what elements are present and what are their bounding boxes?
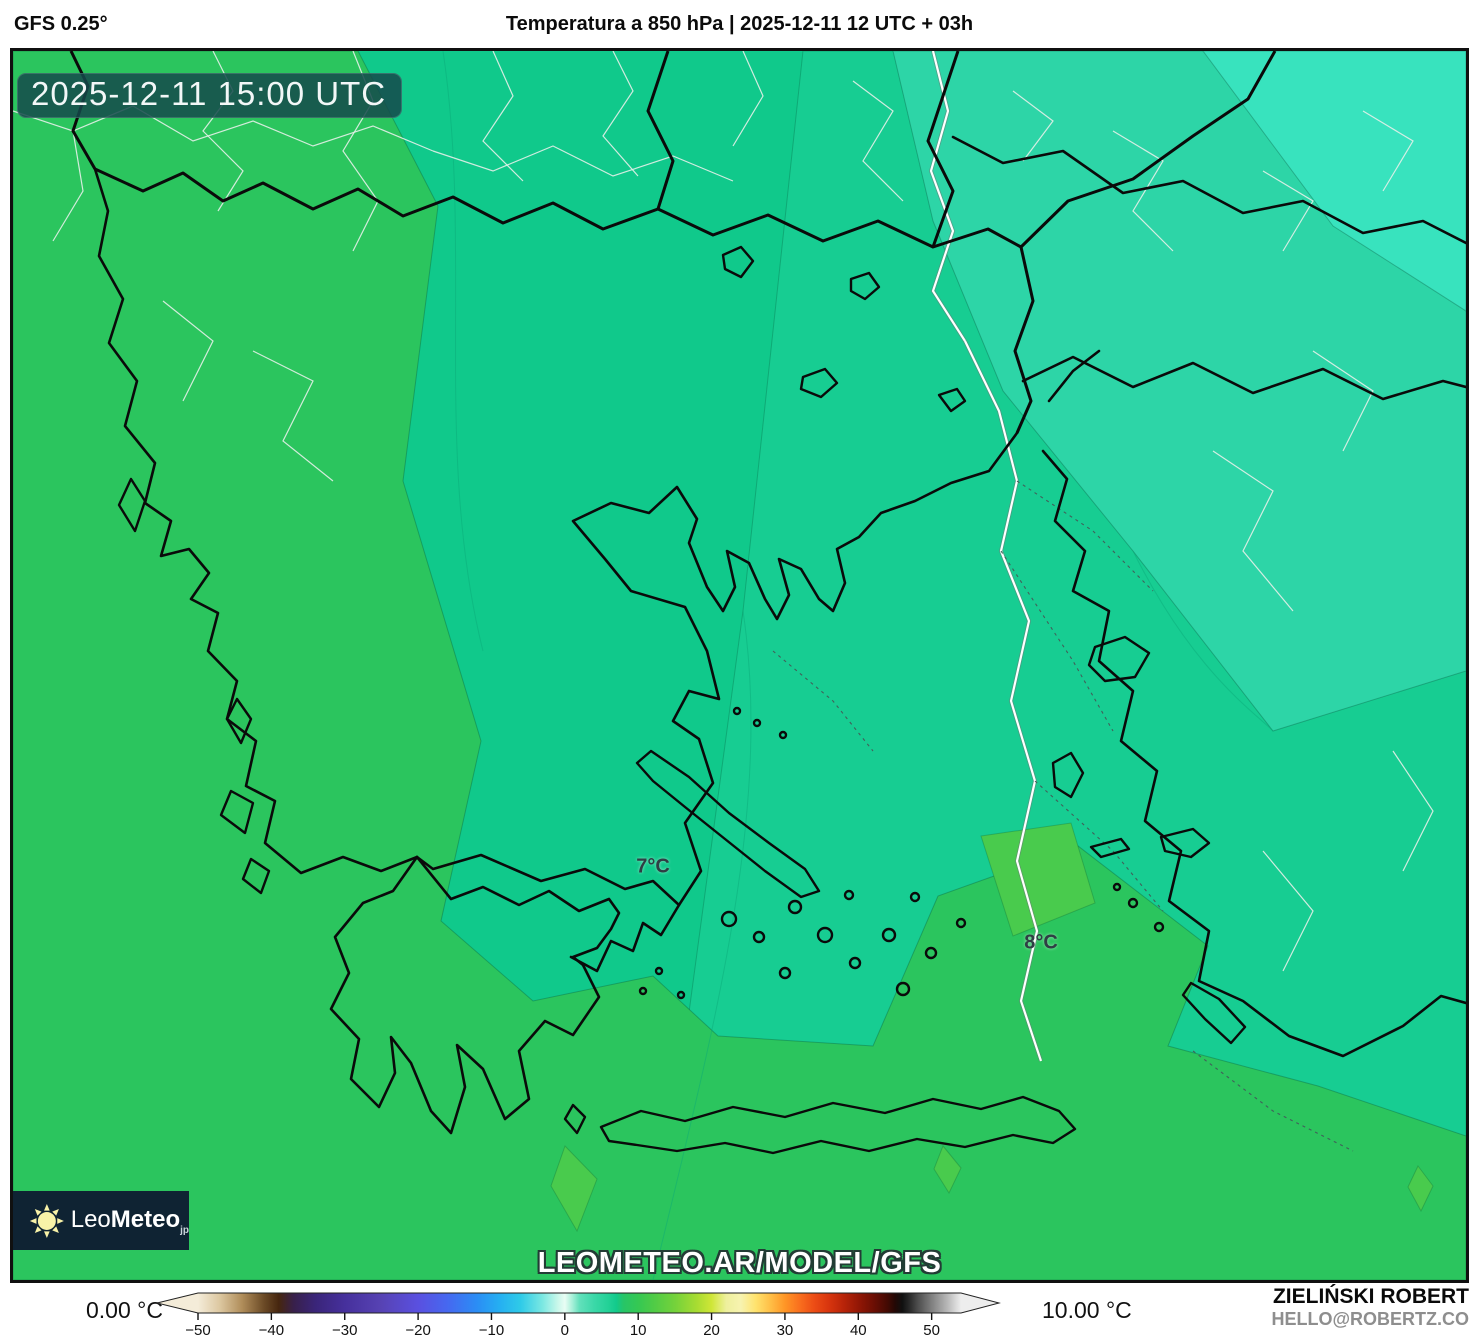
temp-label-8c: 8°C <box>1024 931 1058 954</box>
colorbar-tick-label: −10 <box>479 1322 504 1338</box>
map-area: 2025-12-11 15:00 UTC 7°C 8°C LeoMeteoj <box>10 48 1469 1283</box>
temp-band-5c <box>1202 51 1466 312</box>
colorbar-min-label: 0.00 °C <box>86 1297 163 1323</box>
credit-author: ZIELIŃSKI ROBERT <box>1272 1285 1469 1308</box>
credits: ZIELIŃSKI ROBERT HELLO@ROBERTZ.CO <box>1271 1284 1469 1331</box>
logo-prefix: Leo <box>70 1205 111 1233</box>
colorbar: −50 −40 −30 −20 −10 0 10 20 30 40 50 <box>156 1292 1047 1338</box>
colorbar-svg: −50 −40 −30 −20 −10 0 10 20 30 40 50 <box>156 1292 1001 1338</box>
temp-band-6c <box>892 51 1466 732</box>
temp-band-8c <box>13 51 1466 1280</box>
colorbar-arrow-bar <box>156 1292 1001 1314</box>
colorbar-tick-label: 30 <box>777 1322 794 1338</box>
logo-tld: jp <box>180 1224 189 1236</box>
colorbar-tick-label: −50 <box>185 1322 210 1338</box>
colorbar-tick-label: 20 <box>703 1322 720 1338</box>
colorbar-tick-label: 10 <box>630 1322 647 1338</box>
colorbar-ticks: −50 −40 −30 −20 −10 0 10 20 30 40 50 <box>185 1313 940 1338</box>
page-title: Temperatura a 850 hPa | 2025-12-11 12 UT… <box>505 13 974 35</box>
coastline-turkey <box>951 135 1466 1058</box>
leometeo-logo: LeoMeteojp <box>13 1191 189 1250</box>
basemap-svg <box>13 51 1466 1280</box>
colorbar-tick-label: −20 <box>405 1322 430 1338</box>
colorbar-tick-label: 40 <box>850 1322 867 1338</box>
colorbar-tick-label: −30 <box>332 1322 357 1338</box>
coastline-greece <box>93 167 1019 1135</box>
dashed-boundaries <box>772 480 1354 1152</box>
watermark-url: LEOMETEO.AR/MODEL/GFS <box>537 1247 942 1279</box>
model-label: GFS 0.25° <box>14 13 108 35</box>
credit-email: HELLO@ROBERTZ.CO <box>1271 1309 1469 1330</box>
colorbar-max-label: 10.00 °C <box>1042 1297 1132 1323</box>
maritime-boundary <box>928 51 1043 1062</box>
timestamp-badge: 2025-12-11 15:00 UTC <box>17 73 403 118</box>
islands <box>117 245 1247 1155</box>
logo-wordmark: LeoMeteojp <box>71 1206 189 1236</box>
temp-label-7c: 7°C <box>636 855 670 878</box>
logo-bold: Meteo <box>110 1205 181 1233</box>
temp-contours <box>442 51 1274 1280</box>
sun-icon <box>29 1203 64 1238</box>
colorbar-tick-label: −40 <box>259 1322 284 1338</box>
temp-band-9c-patches <box>550 822 1434 1233</box>
colorbar-tick-label: 0 <box>561 1322 569 1338</box>
colorbar-tick-label: 50 <box>923 1322 940 1338</box>
